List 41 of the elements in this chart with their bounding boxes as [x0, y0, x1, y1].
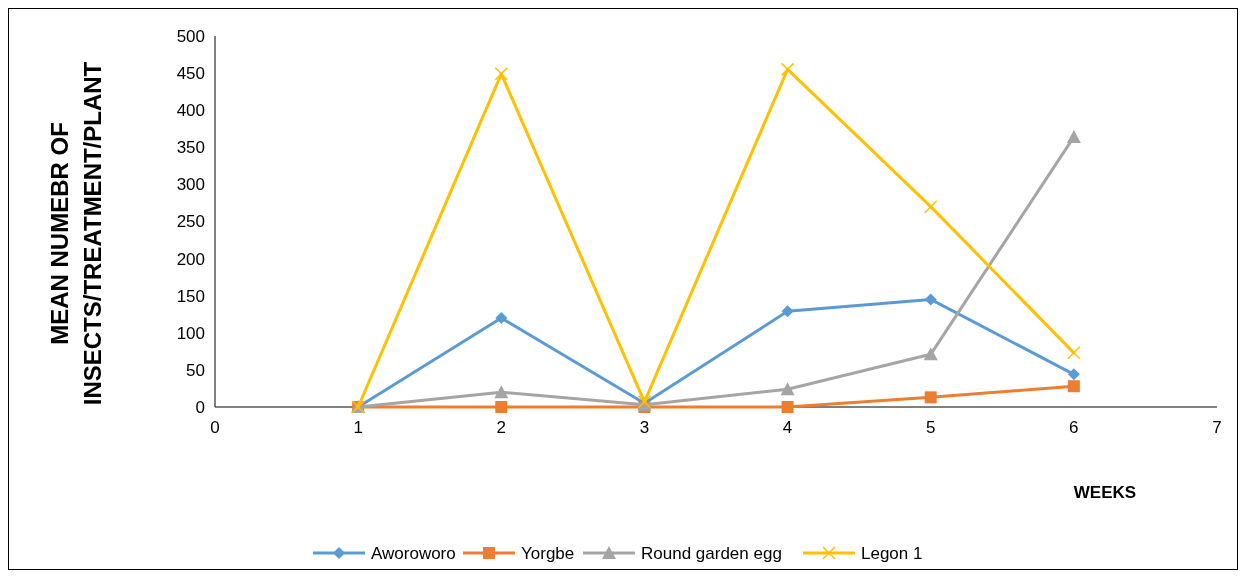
- x-tick-label: 0: [210, 417, 220, 437]
- x-axis-title: WEEKS: [1073, 483, 1137, 502]
- point: [494, 67, 509, 81]
- legend-label: Round garden egg: [641, 543, 782, 563]
- point: [494, 385, 509, 399]
- point: [924, 391, 937, 404]
- legend-label: Yorgbe: [521, 543, 575, 563]
- point: [781, 305, 794, 318]
- point: [1067, 380, 1080, 393]
- x-tick-label: 2: [496, 417, 507, 437]
- y-axis-title: MEAN NUMEBR OF INSECTS/TREATMENT/PLANT: [46, 61, 106, 406]
- point: [1067, 368, 1080, 381]
- y-tick-label: 50: [186, 360, 205, 380]
- y-tick-label: 200: [176, 249, 205, 269]
- point: [495, 311, 508, 324]
- y-tick-label: 500: [176, 26, 205, 46]
- point: [495, 401, 508, 413]
- point: [780, 382, 795, 396]
- point: [923, 347, 938, 361]
- y-tick-label: 250: [176, 212, 205, 232]
- point: [781, 401, 794, 413]
- legend-label: Legon 1: [861, 543, 923, 563]
- x-tick-label: 1: [353, 417, 363, 437]
- point: [1066, 129, 1081, 143]
- y-tick-label: 400: [176, 101, 205, 121]
- point: [780, 62, 795, 77]
- x-tick-label: 7: [1212, 417, 1222, 437]
- y-tick-label: 450: [176, 64, 205, 84]
- x-tick-label: 5: [925, 417, 936, 437]
- point: [924, 293, 937, 306]
- point: [1067, 346, 1081, 360]
- y-tick-label: 100: [176, 323, 205, 343]
- point: [923, 199, 938, 214]
- y-tick-label: 150: [176, 286, 205, 306]
- y-tick-label: 300: [176, 175, 205, 195]
- x-tick-label: 6: [1069, 417, 1079, 437]
- legend-label: Aworoworo: [371, 543, 456, 563]
- y-tick-label: 0: [195, 397, 205, 417]
- x-tick-label: 3: [639, 417, 650, 437]
- y-tick-label: 350: [176, 138, 205, 158]
- x-tick-label: 4: [782, 417, 793, 437]
